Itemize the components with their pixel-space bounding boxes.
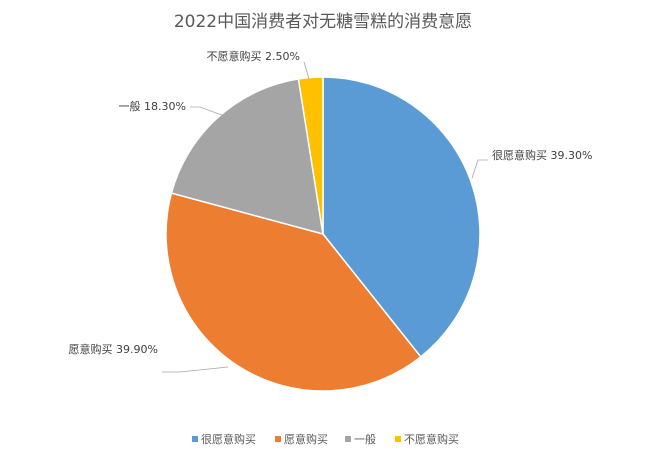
legend-swatch-2 [345,436,351,442]
pie-slice-1 [165,192,422,392]
data-labels: 很愿意购买 39.30% 愿意购买 39.90% 一般 18.30% 不愿意购买 2.… [69,49,593,356]
leader-line-3 [303,61,310,80]
pie-slice-3 [297,76,324,235]
legend-swatch-0 [192,436,198,442]
data-label-0: 很愿意购买 39.30% [492,148,592,162]
legend-label-3: 不愿意购买 [404,432,459,446]
legend-label-0: 很愿意购买 [201,432,256,446]
pie-slices [165,76,481,392]
legend-swatch-3 [395,436,401,442]
legend: 很愿意购买 愿意购买 一般 不愿意购买 [192,432,459,446]
leader-lines [162,61,488,373]
leader-line-2 [190,106,231,119]
data-label-1: 愿意购买 39.90% [69,342,158,356]
leader-line-1 [162,366,229,373]
leader-line-0 [471,159,488,179]
legend-swatch-1 [275,436,281,442]
pie-slice-0 [322,76,481,358]
pie-slice-2 [170,78,324,236]
chart-title: 2022中国消费者对无糖雪糕的消费意愿 [174,12,472,32]
legend-label-2: 一般 [354,433,376,446]
data-label-2: 一般 18.30% [119,100,186,113]
data-label-3: 不愿意购买 2.50% [207,49,300,63]
legend-label-1: 愿意购买 [284,432,328,446]
